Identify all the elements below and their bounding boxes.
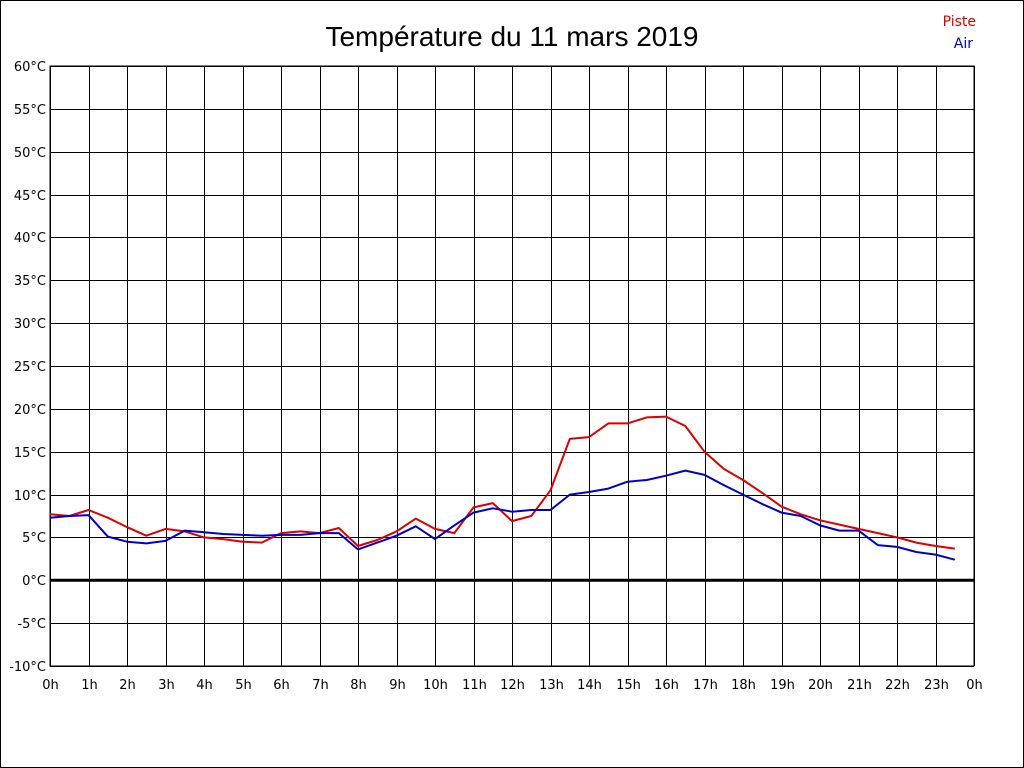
y-axis-ticks: 60°C 55°C 50°C 45°C 40°C 35°C 30°C 25°C 20°C 15°C… <box>9 60 46 675</box>
x-tick-label: 22h <box>885 678 910 693</box>
y-tick-label: 55°C <box>14 103 46 118</box>
y-tick-label: 5°C <box>22 531 46 546</box>
x-tick-label: 21h <box>847 678 872 693</box>
x-tick-label: 14h <box>577 678 602 693</box>
y-tick-label: 25°C <box>14 360 46 375</box>
x-tick-label: 9h <box>389 678 406 693</box>
x-tick-label: 1h <box>81 678 98 693</box>
y-tick-label: -5°C <box>17 617 46 632</box>
legend: Piste Air <box>943 14 976 52</box>
y-tick-label: 40°C <box>14 231 46 246</box>
legend-entry-piste: Piste <box>943 14 976 30</box>
x-tick-label: 5h <box>235 678 252 693</box>
grid <box>49 65 975 667</box>
x-tick-label: 3h <box>158 678 175 693</box>
x-tick-label: 11h <box>462 678 487 693</box>
chart-title: Température du 11 mars 2019 <box>325 21 698 52</box>
series-line-air <box>49 469 956 561</box>
series-lines <box>49 415 956 561</box>
x-tick-label: 19h <box>770 678 795 693</box>
y-tick-label: 10°C <box>14 489 46 504</box>
x-tick-label: 12h <box>500 678 525 693</box>
y-tick-label: 30°C <box>14 317 46 332</box>
x-tick-label: 4h <box>196 678 213 693</box>
x-tick-label: 8h <box>350 678 367 693</box>
x-tick-label: 2h <box>119 678 136 693</box>
y-tick-label: 50°C <box>14 146 46 161</box>
y-tick-label: 35°C <box>14 274 46 289</box>
legend-entry-air: Air <box>954 36 973 52</box>
x-axis-ticks: 0h 1h 2h 3h 4h 5h 6h 7h 8h 9h 10h 11h 12h 13h 14h 15h 16… <box>42 678 983 693</box>
x-tick-label: 7h <box>312 678 329 693</box>
series-line-piste <box>49 415 955 550</box>
x-tick-label: 6h <box>273 678 290 693</box>
y-tick-label: 15°C <box>14 446 46 461</box>
x-tick-label: 13h <box>539 678 564 693</box>
y-tick-label: 0°C <box>22 574 46 589</box>
y-tick-label: 20°C <box>14 403 46 418</box>
y-tick-label: 45°C <box>14 189 46 204</box>
x-tick-label: 0h <box>42 678 59 693</box>
y-tick-label: 60°C <box>14 60 46 75</box>
x-tick-label: 18h <box>731 678 756 693</box>
x-tick-label: 20h <box>808 678 833 693</box>
x-tick-label: 17h <box>693 678 718 693</box>
x-tick-label: 16h <box>654 678 679 693</box>
y-tick-label: -10°C <box>9 660 46 675</box>
x-tick-label: 15h <box>616 678 641 693</box>
x-tick-label: 0h <box>966 678 983 693</box>
x-tick-label: 23h <box>924 678 949 693</box>
x-tick-label: 10h <box>423 678 448 693</box>
